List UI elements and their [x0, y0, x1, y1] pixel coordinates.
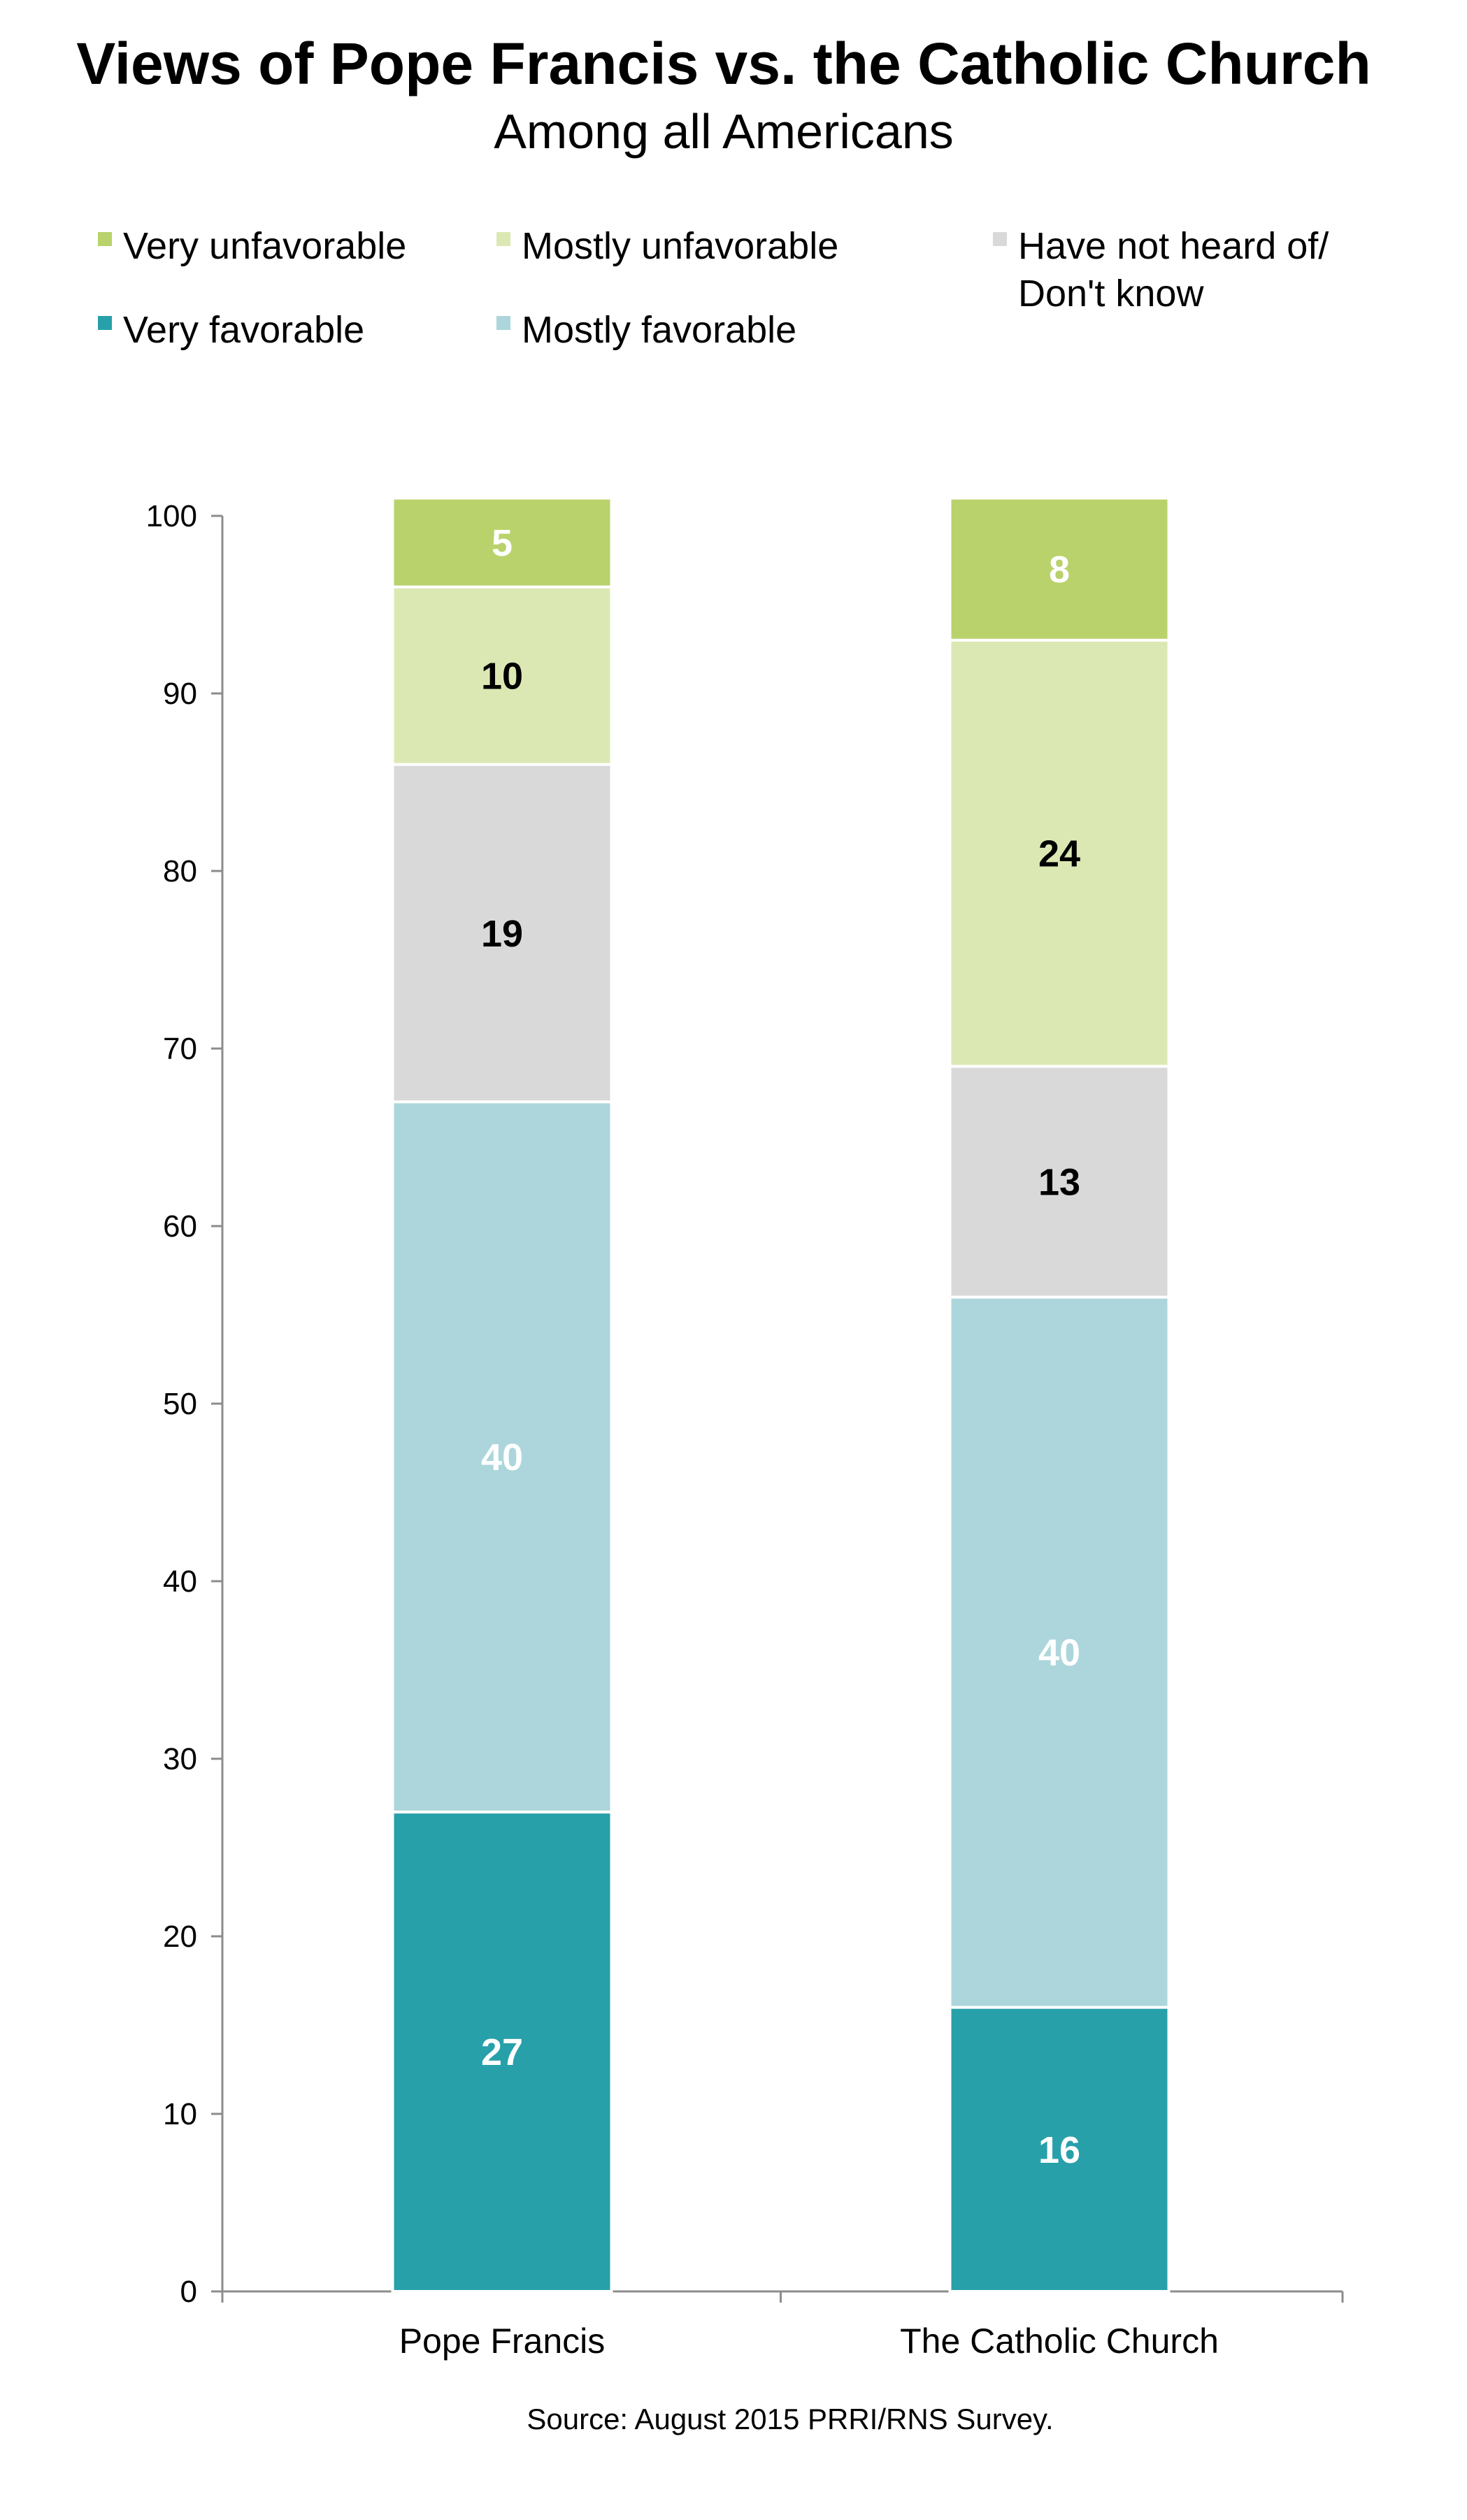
data-label: 24 — [1038, 833, 1080, 875]
y-tick-label: 30 — [163, 1742, 197, 1776]
legend-swatch-very-favorable — [98, 316, 112, 330]
legend-label-very-unfavorable: Very unfavorable — [123, 225, 406, 267]
bar-segment-mostly-favorable — [948, 1295, 1171, 2009]
bar-segment-have-not-heard-of-don-t-know — [948, 1065, 1171, 1299]
data-label: 19 — [481, 913, 523, 955]
data-label: 16 — [1038, 2129, 1080, 2171]
y-tick-label: 20 — [163, 1920, 197, 1954]
bar-segment-have-not-heard-of-don-t-know — [391, 763, 613, 1104]
legend-swatch-mostly-unfavorable — [496, 232, 510, 246]
y-tick-label: 90 — [163, 677, 197, 711]
legend-swatch-very-unfavorable — [98, 232, 112, 246]
legend-swatch-have-not-heard-of-don-t-know — [993, 232, 1007, 246]
legend: Very unfavorable Mostly unfavorable Have n… — [98, 225, 1329, 351]
chart-title: Views of Pope Francis vs. the Catholic C… — [76, 31, 1371, 96]
data-label: 13 — [1038, 1162, 1080, 1204]
legend-label-mostly-unfavorable: Mostly unfavorable — [522, 225, 838, 267]
legend-label-very-favorable: Very favorable — [123, 309, 364, 351]
source-note: Source: August 2015 PRRI/RNS Survey. — [527, 2403, 1053, 2435]
data-label: 40 — [1038, 1632, 1080, 1674]
y-tick-label: 70 — [163, 1032, 197, 1066]
chart-subtitle: Among all Americans — [494, 104, 954, 159]
y-tick-label: 50 — [163, 1387, 197, 1421]
data-label: 40 — [481, 1437, 523, 1478]
x-tick-label: Pope Francis — [399, 2321, 606, 2361]
data-label: 5 — [492, 522, 513, 564]
bar-segment-very-favorable — [948, 2006, 1171, 2294]
bar-segment-mostly-favorable — [391, 1100, 613, 1814]
legend-label-mostly-favorable: Mostly favorable — [522, 309, 796, 351]
y-tick-label: 100 — [146, 499, 197, 533]
y-tick-label: 0 — [180, 2275, 197, 2309]
plot-area: 0 10 20 30 40 50 60 70 80 90 100 Pope Francis The Ca… — [146, 496, 1344, 2361]
y-tick-label: 80 — [163, 854, 197, 888]
bar-segment-very-favorable — [391, 1810, 613, 2293]
bar-segment-very-unfavorable — [948, 496, 1171, 642]
legend-label-have-not-heard-of-don-t-know: Have not heard of/Don't know — [1018, 225, 1329, 315]
legend-label-line: Don't know — [1018, 273, 1204, 315]
data-label: 27 — [481, 2031, 523, 2073]
data-label: 10 — [481, 656, 523, 698]
y-tick-label: 60 — [163, 1209, 197, 1244]
y-tick-label: 10 — [163, 2097, 197, 2131]
y-tick-label: 40 — [163, 1564, 197, 1599]
bar-segment-very-unfavorable — [391, 496, 613, 589]
legend-swatch-mostly-favorable — [496, 316, 510, 330]
data-label: 8 — [1049, 549, 1070, 591]
bar-segment-mostly-unfavorable — [391, 585, 613, 766]
x-tick-label: The Catholic Church — [900, 2321, 1219, 2361]
bar-segment-mostly-unfavorable — [948, 638, 1171, 1068]
legend-label-line: Have not heard of/ — [1018, 225, 1329, 267]
